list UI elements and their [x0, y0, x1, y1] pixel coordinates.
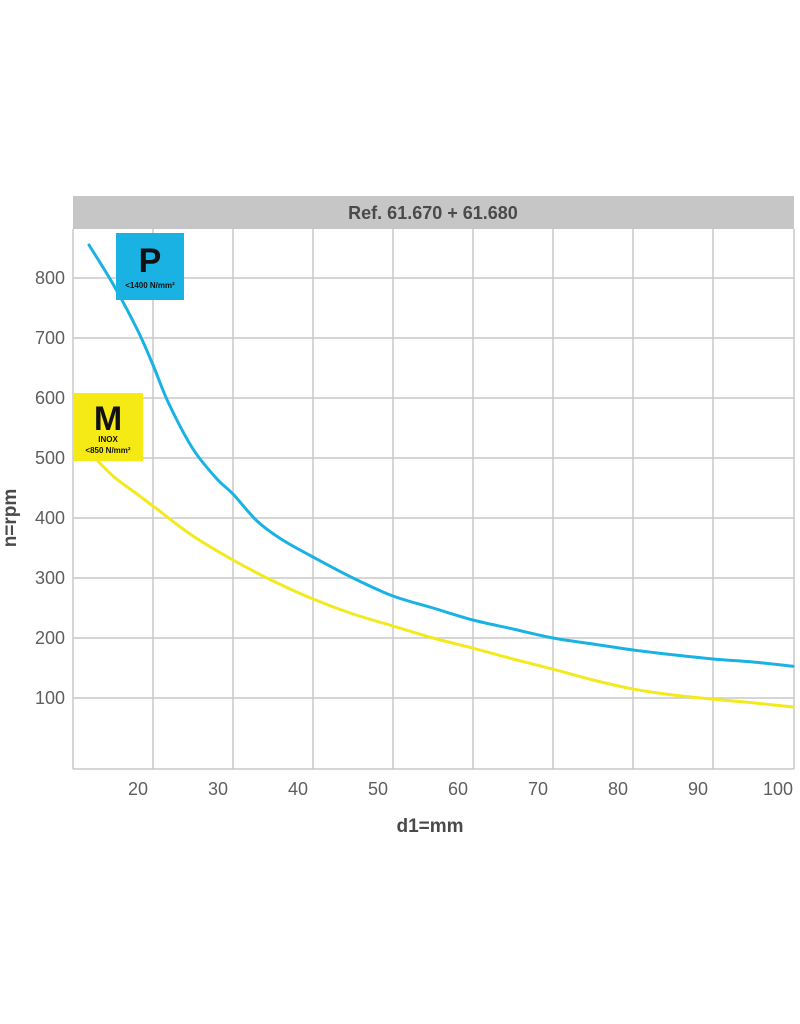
series-line-M [87, 450, 795, 709]
badge-P: P <1400 N/mm² [116, 233, 184, 300]
x-tick-label: 100 [763, 779, 793, 799]
badge-P-box [116, 233, 184, 300]
x-tick-label: 40 [288, 779, 308, 799]
chart-header-bar [73, 196, 794, 229]
x-tick-label: 20 [128, 779, 148, 799]
tick-labels: 20 30 40 50 60 70 80 90 100 100 200 300 400 500 600 700… [35, 268, 793, 799]
series-layer [87, 243, 795, 709]
x-tick-label: 80 [608, 779, 628, 799]
y-tick-label: 300 [35, 568, 65, 588]
grid [72, 229, 795, 770]
series-line-P [87, 243, 795, 668]
x-tick-label: 70 [528, 779, 548, 799]
y-axis-title: n=rpm [0, 489, 21, 548]
x-axis-title: d1=mm [396, 816, 463, 837]
badge-P-note: <1400 N/mm² [125, 281, 175, 290]
badge-M-letter: M [94, 400, 122, 438]
x-tick-label: 50 [368, 779, 388, 799]
x-tick-label: 60 [448, 779, 468, 799]
chart-title: Ref. 61.670 + 61.680 [348, 203, 518, 223]
x-tick-label: 30 [208, 779, 228, 799]
y-tick-label: 500 [35, 448, 65, 468]
badge-M: M INOX <850 N/mm² [74, 393, 143, 461]
x-tick-label: 90 [688, 779, 708, 799]
y-tick-label: 600 [35, 388, 65, 408]
y-tick-label: 400 [35, 508, 65, 528]
y-tick-label: 200 [35, 628, 65, 648]
y-tick-label: 100 [35, 688, 65, 708]
y-tick-label: 800 [35, 268, 65, 288]
badge-P-letter: P [139, 242, 162, 280]
badge-M-note-line1: INOX [98, 435, 118, 444]
badge-M-box [74, 393, 143, 461]
y-tick-label: 700 [35, 328, 65, 348]
badge-M-note-line2: <850 N/mm² [85, 446, 130, 455]
